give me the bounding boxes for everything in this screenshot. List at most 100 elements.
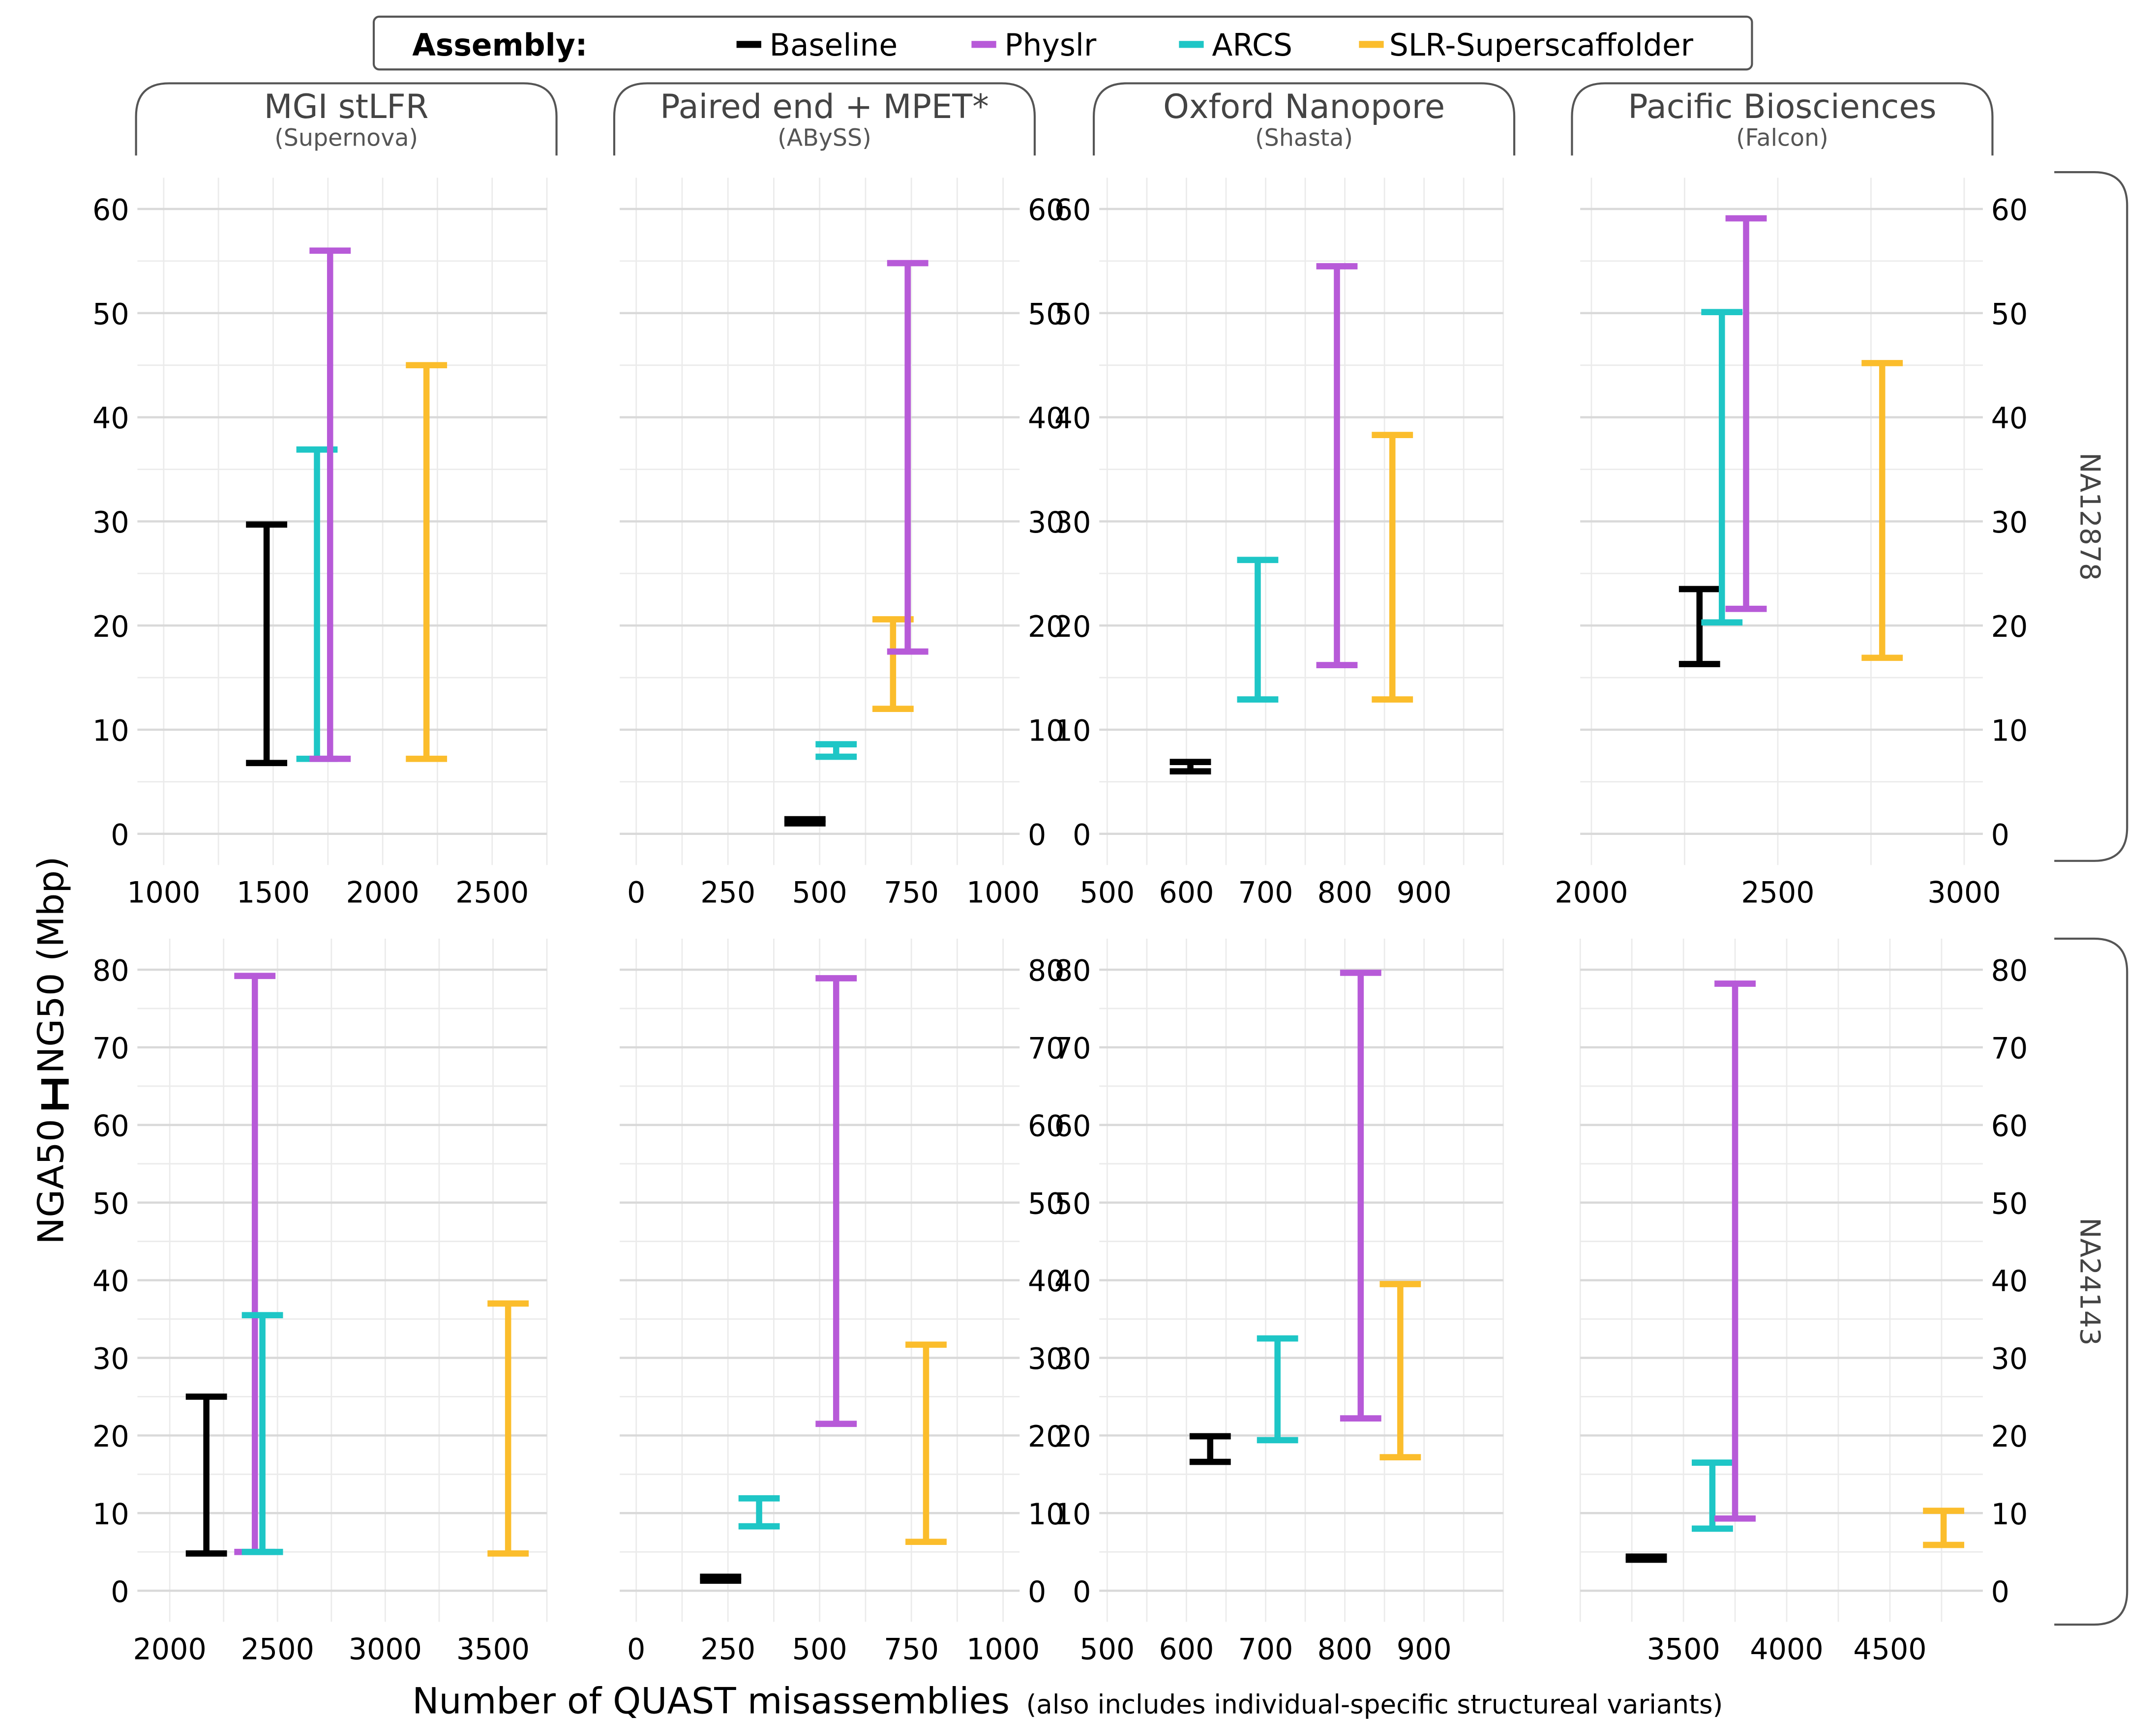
y-tick-label: 40 [92, 401, 129, 435]
errorbar-physlr [1316, 263, 1358, 669]
x-tick-label: 800 [1318, 875, 1373, 909]
x-tick-label: 4000 [1750, 1632, 1823, 1666]
panel-na12878-pacific-biosciences: 0 10 20 30 40 50 60 2000 2500 3000 [1555, 178, 2028, 910]
y-tick-label: 20 [92, 1420, 129, 1453]
x-axis-title-main: Number of QUAST misassemblies [412, 1680, 1010, 1719]
y-tick-label: 30 [1028, 1342, 1065, 1376]
column-strip-box [135, 82, 558, 156]
x-tick-label: 500 [1079, 875, 1135, 909]
y-tick-label: 0 [1073, 818, 1091, 852]
row-strip-na12878: NA12878 [2054, 171, 2128, 862]
errorbar-baseline [784, 816, 826, 827]
panel-na12878-oxford-nanopore: 0 10 20 30 40 50 60 500 600 700 800 900 [1054, 178, 1504, 910]
y-tick-label: 30 [92, 505, 129, 539]
y-tick-label: 10 [1054, 1497, 1091, 1531]
y-tick-label: 20 [1054, 609, 1091, 643]
y-tick-label: 40 [1028, 401, 1065, 435]
y-tick-label: 50 [1028, 1186, 1065, 1220]
errorbar-physlr [309, 247, 351, 762]
x-tick-label: 250 [700, 875, 755, 909]
x-axis-title-note: (also includes individual-specific struc… [1026, 1689, 1723, 1719]
column-strip-box [1571, 82, 1994, 156]
errorbar-physlr [815, 975, 857, 1427]
x-tick-label: 3000 [349, 1632, 422, 1666]
y-tick-label: 30 [1028, 505, 1065, 539]
row-strip-box [2054, 937, 2128, 1626]
errorbar-physlr [1340, 970, 1381, 1422]
y-tick-label: 10 [1991, 713, 2028, 747]
x-tick-label: 2000 [133, 1632, 207, 1666]
x-tick-label: 900 [1397, 875, 1452, 909]
y-tick-label: 40 [92, 1264, 129, 1298]
column-strip-title: MGI stLFR [264, 87, 429, 126]
errorbar-slr-superscaffolder [1379, 1281, 1421, 1460]
row-strip-box [2054, 171, 2128, 862]
x-tick-label: 600 [1159, 1632, 1214, 1666]
x-tick-label: 600 [1159, 875, 1214, 909]
errorbar-baseline [185, 1393, 227, 1557]
x-tick-label: 700 [1238, 875, 1293, 909]
legend: Assembly: Baseline Physlr ARCS SLR-Super… [372, 15, 1753, 71]
y-tick-label: 80 [1054, 953, 1091, 987]
errorbar-arcs [1701, 309, 1743, 626]
x-tick-label: 900 [1397, 1632, 1452, 1666]
y-tick-label: 10 [1991, 1497, 2028, 1531]
y-tick-label: 30 [1054, 505, 1091, 539]
y-tick-label: 0 [1028, 1574, 1046, 1608]
errorbar-arcs [1691, 1459, 1733, 1532]
errorbar-arcs [1257, 1335, 1298, 1444]
x-tick-label: 3500 [1647, 1632, 1720, 1666]
y-tick-label: 60 [1991, 193, 2028, 227]
y-tick-label: 20 [92, 609, 129, 643]
legend-label-baseline: Baseline [770, 28, 898, 63]
errorbar-baseline [246, 521, 288, 767]
legend-label-physlr: Physlr [1004, 28, 1096, 63]
errorbar-baseline [1625, 1553, 1667, 1563]
x-tick-label: 500 [1079, 1632, 1135, 1666]
y-axis-title-ng50: NG50 (Mbp) [30, 856, 72, 1073]
x-tick-label: 1500 [237, 875, 310, 909]
errorbar-arcs [738, 1495, 780, 1530]
y-tick-label: 50 [92, 1186, 129, 1220]
y-tick-label: 40 [1991, 1264, 2028, 1298]
errorbar-slr-superscaffolder [1923, 1508, 1965, 1548]
y-tick-label: 0 [1028, 818, 1046, 852]
column-strip-box [1093, 82, 1516, 156]
y-tick-label: 0 [111, 818, 129, 852]
y-tick-label: 70 [1991, 1031, 2028, 1065]
panel-na24143-mgi-stlfr: 0 10 20 30 40 50 60 70 80 2000 2500 3000 3500 [92, 938, 548, 1666]
errorbar-slr-superscaffolder [487, 1300, 529, 1557]
y-tick-label: 40 [1991, 401, 2028, 435]
y-tick-label: 20 [1991, 609, 2028, 643]
column-strip-paired-end: Paired end + MPET* (ABySS) [613, 82, 1036, 156]
x-tick-label: 2500 [455, 875, 529, 909]
y-tick-label: 70 [1054, 1031, 1091, 1065]
y-tick-label: 20 [1991, 1420, 2028, 1453]
panel-na12878-mgi-stlfr: 0 10 20 30 40 50 60 1000 1500 2000 2500 [92, 178, 548, 910]
y-tick-label: 50 [1054, 1186, 1091, 1220]
row-strip-label: NA24143 [2073, 1217, 2105, 1346]
y-axis-title-nga50: NGA50 [30, 1119, 72, 1244]
y-tick-label: 40 [1054, 401, 1091, 435]
y-tick-label: 50 [1054, 297, 1091, 331]
x-tick-label: 0 [627, 875, 645, 909]
errorbar-baseline [1189, 1433, 1231, 1465]
y-tick-label: 80 [1028, 953, 1065, 987]
y-tick-label: 60 [92, 1109, 129, 1143]
errorbar-glyph-icon [41, 1079, 69, 1110]
errorbar-slr-superscaffolder [1372, 432, 1413, 703]
y-tick-label: 40 [1028, 1264, 1065, 1298]
y-tick-label: 50 [1028, 297, 1065, 331]
x-axis-title: Number of QUAST misassemblies (also incl… [412, 1680, 1723, 1719]
y-tick-label: 60 [1054, 1109, 1091, 1143]
column-strip-title: Pacific Biosciences [1628, 87, 1936, 126]
column-strip-subtitle: (Shasta) [1255, 124, 1353, 151]
y-tick-label: 40 [1054, 1264, 1091, 1298]
y-tick-label: 50 [1991, 1186, 2028, 1220]
y-tick-label: 60 [1028, 1109, 1065, 1143]
x-tick-label: 1000 [966, 875, 1040, 909]
panel-na24143-oxford-nanopore: 0 10 20 30 40 50 60 70 80 500 600 700 800 900 [1054, 938, 1504, 1666]
legend-box [372, 15, 1753, 71]
column-strip-subtitle: (Supernova) [274, 124, 418, 151]
